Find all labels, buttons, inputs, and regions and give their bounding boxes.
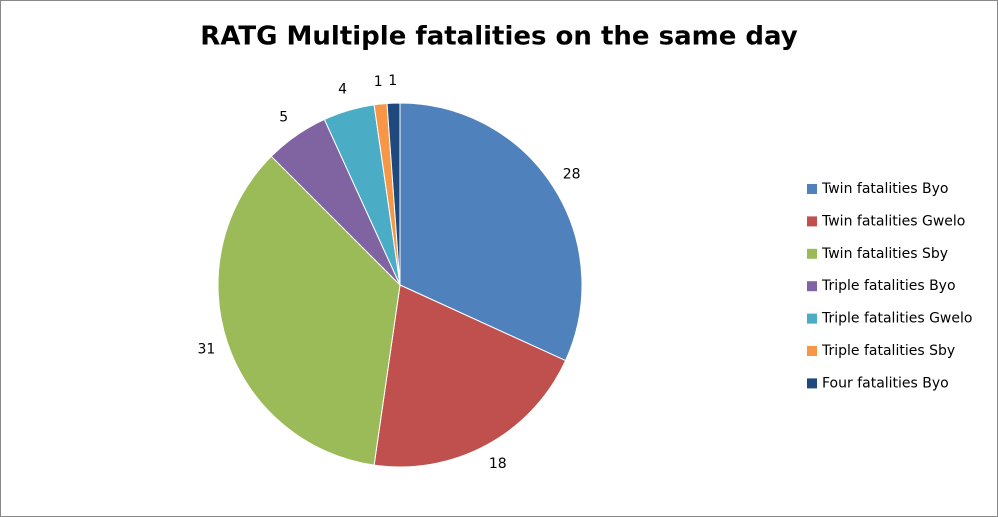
legend-swatch (807, 248, 817, 259)
pie-slice (217, 155, 401, 466)
data-label: 28 (563, 167, 581, 183)
pie-slice (373, 284, 567, 468)
legend-swatch (807, 346, 817, 356)
legend-swatch (807, 378, 817, 389)
data-label: 18 (489, 456, 507, 472)
pie-slice (386, 102, 401, 286)
legend-swatch (807, 313, 817, 324)
data-label: 1 (388, 73, 397, 89)
legend-label: Twin fatalities Byo (821, 181, 948, 197)
data-label: 1 (374, 74, 383, 90)
legend-label: Triple fatalities Sby (821, 343, 955, 359)
legend-label: Twin fatalities Sby (821, 246, 948, 262)
chart-title: RATG Multiple fatalities on the same day (200, 22, 797, 52)
legend-swatch (807, 216, 817, 227)
legend-swatch (807, 281, 817, 292)
legend-label: Triple fatalities Byo (821, 278, 956, 294)
data-label: 31 (198, 341, 216, 357)
legend-label: Twin fatalities Gwelo (821, 213, 965, 229)
legend-label: Triple fatalities Gwelo (821, 311, 972, 327)
data-label: 4 (338, 81, 347, 97)
pie-slice (399, 102, 583, 362)
legend-swatch (807, 184, 817, 194)
legend-label: Four fatalities Byo (822, 375, 949, 391)
data-label: 5 (279, 109, 288, 125)
